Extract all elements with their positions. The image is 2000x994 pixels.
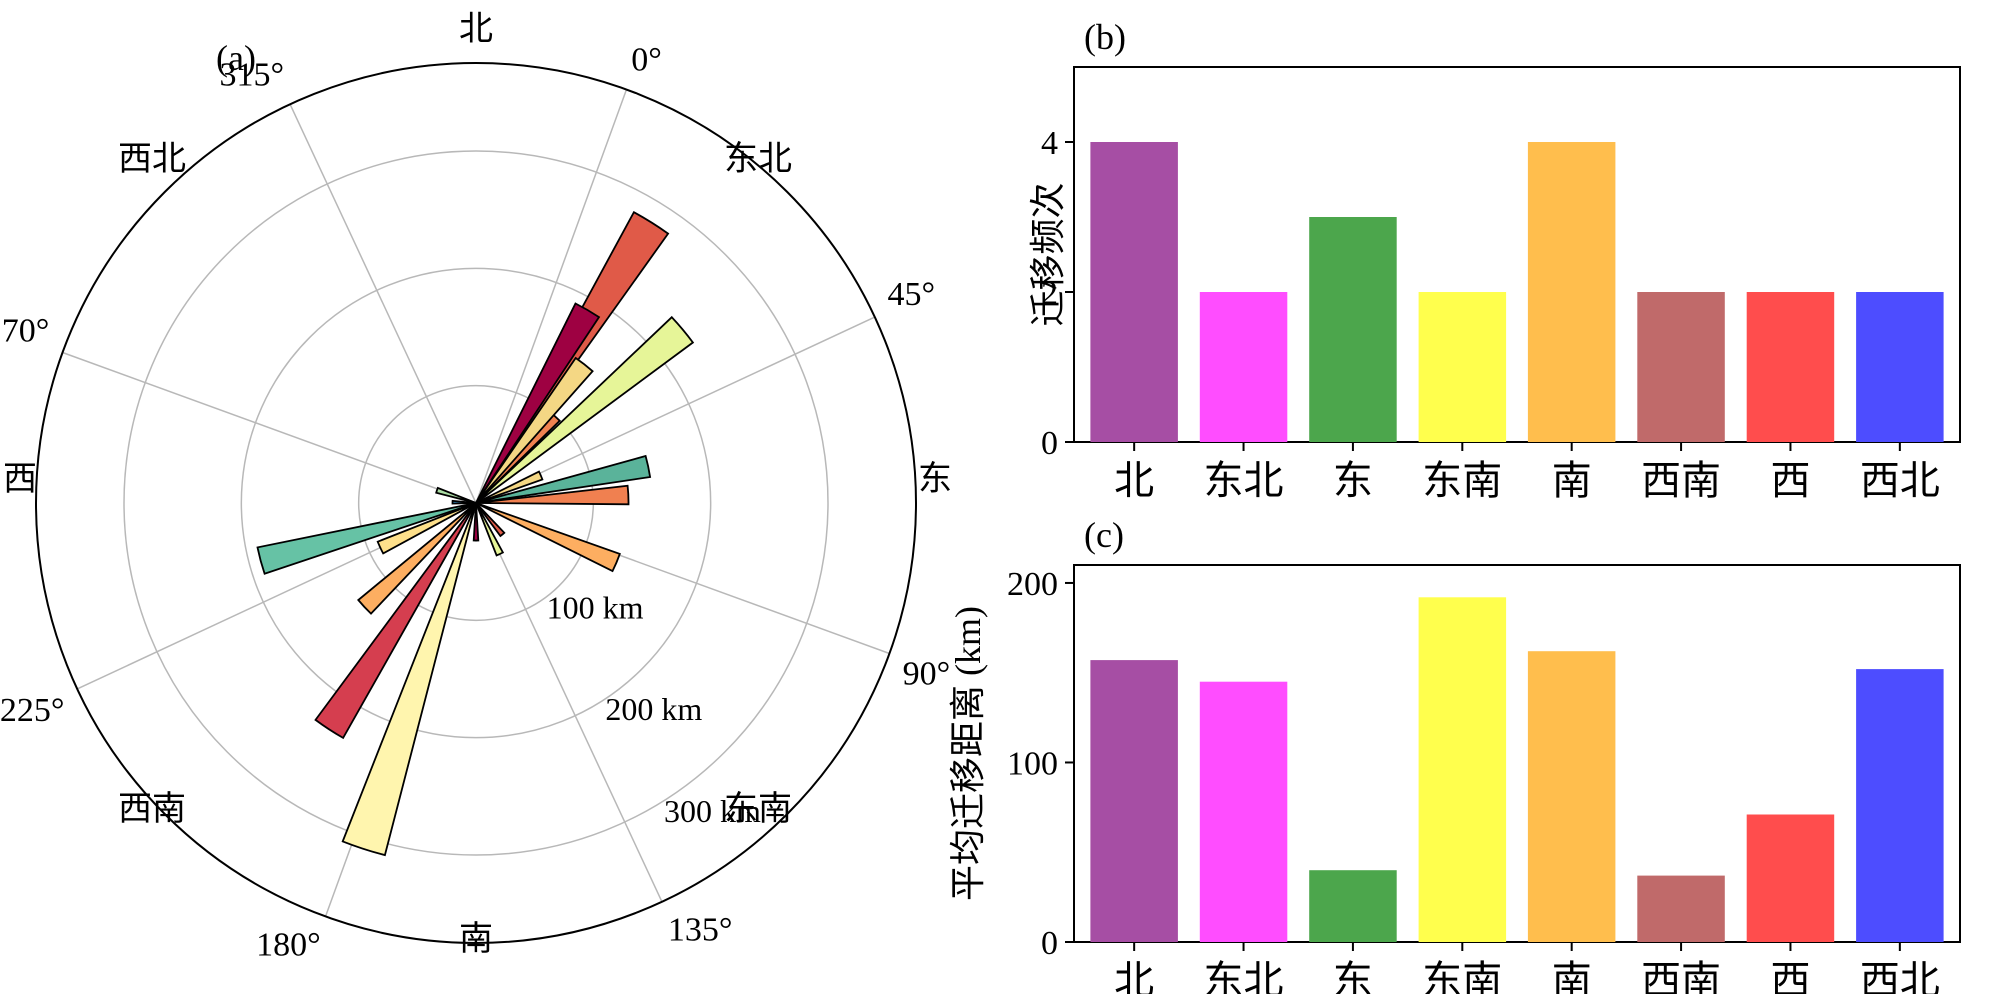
- direction-label: 南: [459, 920, 493, 958]
- panel-label-a: (a): [216, 38, 256, 78]
- angular-gridline: [475, 89, 628, 504]
- x-tick-label: 东: [1333, 458, 1373, 503]
- x-tick-label: 东南: [1422, 958, 1502, 994]
- polar-bar: [475, 302, 601, 504]
- bar: [1746, 814, 1835, 942]
- degree-label: 90°: [903, 655, 951, 692]
- radial-gridline: [240, 267, 712, 739]
- angular-gridline: [62, 351, 477, 504]
- bar-chart-c: 北 东北 东 东南 南 西南 西 西北 0 100 200 平均迁移距离 (km) (c): [948, 515, 1961, 994]
- bar: [1309, 217, 1397, 442]
- degree-label: 225°: [0, 692, 65, 729]
- bar: [1090, 142, 1178, 442]
- x-tick-label: 西南: [1641, 958, 1721, 994]
- bar: [1637, 875, 1725, 942]
- bar: [1856, 292, 1944, 442]
- degree-label: 45°: [888, 276, 936, 313]
- polar-bar: [475, 484, 630, 506]
- x-tick-label: 东北: [1204, 958, 1284, 994]
- radial-tick-label: 100 km: [547, 590, 644, 626]
- bar: [1418, 597, 1507, 942]
- polar-bar: [357, 502, 477, 615]
- polar-outer-circle: [35, 62, 917, 944]
- bar: [1856, 669, 1944, 942]
- y-axis-title: 迁移频次: [1028, 182, 1068, 326]
- polar-bar: [451, 499, 477, 505]
- bar-chart-b: 北 东北 东 东南 南 西南 西 西北 0 2 4 迁移频次 (b): [1028, 17, 1961, 503]
- x-tick-label: 西北: [1860, 458, 1940, 503]
- bar: [1527, 142, 1616, 442]
- polar-bar: [435, 486, 477, 504]
- axes-frame: [1073, 564, 1961, 943]
- y-tick-label: 0: [1041, 425, 1058, 462]
- bar: [1418, 292, 1507, 442]
- polar-bar: [475, 356, 594, 504]
- panel-label-b: (b): [1084, 17, 1126, 57]
- direction-label: 西北: [118, 141, 186, 178]
- y-tick-label: 0: [1041, 925, 1058, 962]
- bar: [1746, 292, 1835, 442]
- y-tick-label: 200: [1007, 566, 1058, 603]
- polar-bar: [376, 502, 477, 555]
- polar-bar: [256, 502, 477, 575]
- bar: [1637, 292, 1725, 442]
- x-tick-label: 西南: [1641, 458, 1721, 503]
- x-tick-label: 南: [1552, 458, 1592, 503]
- x-tick-label: 西: [1770, 458, 1810, 503]
- polar-bar: [475, 502, 621, 573]
- polar-bar: [475, 315, 695, 504]
- y-axis-title: 平均迁移距离 (km): [948, 606, 988, 901]
- y-tick-label: 100: [1007, 745, 1058, 782]
- bar: [1090, 660, 1178, 942]
- x-tick-label: 东: [1333, 958, 1373, 994]
- x-tick-label: 西北: [1860, 958, 1940, 994]
- angular-gridline: [475, 502, 663, 903]
- direction-label: 东南: [724, 790, 792, 828]
- polar-bar: [475, 470, 544, 504]
- x-tick-label: 东北: [1204, 458, 1284, 503]
- degree-label: 180°: [256, 927, 321, 964]
- y-tick-label: 4: [1041, 125, 1058, 162]
- radial-tick-label: 300 km: [664, 793, 761, 829]
- bar: [1309, 870, 1397, 942]
- direction-label: 北: [459, 11, 493, 48]
- direction-label: 西: [3, 461, 37, 498]
- degree-label: 0°: [631, 41, 662, 78]
- axes-frame: [1073, 66, 1961, 443]
- degree-label: 270°: [0, 313, 49, 350]
- bar: [1199, 292, 1288, 442]
- polar-bar: [314, 502, 477, 740]
- x-tick-label: 北: [1114, 958, 1154, 994]
- y-tick-label: 2: [1041, 275, 1058, 312]
- direction-label: 东北: [724, 140, 792, 178]
- x-tick-label: 西: [1770, 958, 1810, 994]
- radial-tick-label: 200 km: [605, 691, 702, 727]
- x-tick-label: 北: [1114, 458, 1154, 503]
- polar-bar: [475, 502, 505, 557]
- polar-chart-a: 100 km 200 km 300 km 0° 45° 90° 135° 180° 225° 27…: [0, 11, 952, 964]
- x-tick-label: 东南: [1422, 458, 1502, 503]
- angular-gridline: [475, 316, 876, 504]
- radial-gridline: [123, 150, 829, 856]
- direction-label: 东: [918, 460, 952, 498]
- polar-bar: [475, 454, 652, 504]
- bar: [1199, 681, 1288, 942]
- x-tick-label: 南: [1552, 958, 1592, 994]
- bar: [1527, 651, 1616, 942]
- direction-label: 西南: [118, 790, 186, 828]
- degree-label: 315°: [219, 57, 284, 94]
- polar-bar: [341, 502, 477, 857]
- degree-label: 135°: [668, 912, 733, 949]
- angular-gridline: [289, 103, 477, 504]
- polar-bar: [472, 502, 480, 542]
- panel-label-c: (c): [1084, 515, 1124, 555]
- polar-bar: [475, 502, 506, 538]
